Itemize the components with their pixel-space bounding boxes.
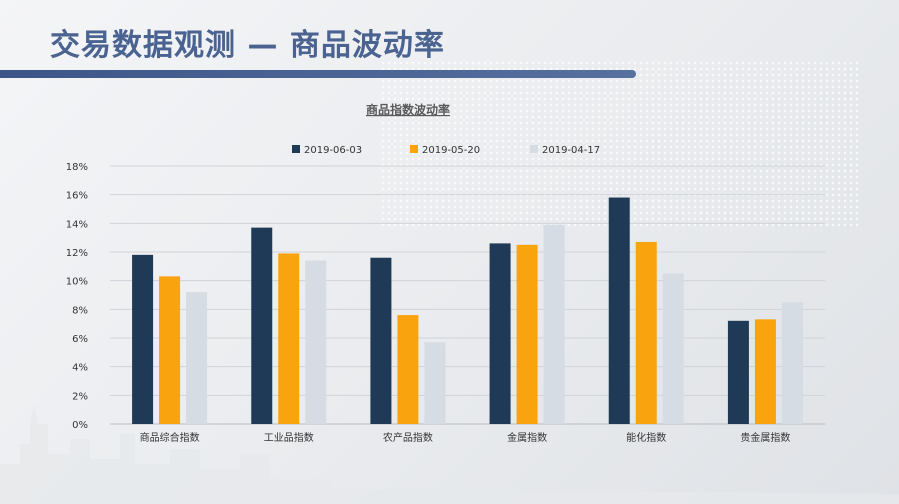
bar xyxy=(305,260,327,424)
title-underline-bar xyxy=(0,70,636,78)
x-tick-label: 能化指数 xyxy=(626,431,666,444)
x-tick-label: 金属指数 xyxy=(507,431,547,444)
y-axis-ticks: 0% 2% 4% 6% 8% 10% 12% 14% 16% 18% xyxy=(66,162,88,431)
legend-label: 2019-06-03 xyxy=(304,145,362,156)
bar xyxy=(516,244,538,424)
gridlines xyxy=(110,165,825,425)
bar xyxy=(662,273,684,424)
bar xyxy=(608,197,630,424)
bar xyxy=(159,276,181,424)
y-tick-label: 16% xyxy=(66,191,88,202)
y-tick-label: 2% xyxy=(72,391,88,402)
bar xyxy=(781,302,803,424)
bar xyxy=(278,253,300,424)
legend-swatch xyxy=(530,145,538,153)
legend-label: 2019-05-20 xyxy=(422,145,480,156)
bar xyxy=(543,224,565,424)
x-tick-label: 商品综合指数 xyxy=(140,431,200,444)
y-tick-label: 18% xyxy=(66,162,88,173)
y-tick-label: 10% xyxy=(66,277,88,288)
bar xyxy=(754,319,776,424)
bar xyxy=(370,257,392,424)
legend-label: 2019-04-17 xyxy=(542,145,600,156)
bars xyxy=(132,197,803,424)
y-tick-label: 0% xyxy=(72,420,88,431)
bar xyxy=(727,320,749,424)
y-tick-label: 4% xyxy=(72,363,88,374)
bar xyxy=(489,243,511,424)
y-tick-label: 14% xyxy=(66,219,88,230)
city-skyline-watermark xyxy=(0,404,899,504)
chart-title: 商品指数波动率 xyxy=(366,102,450,117)
legend-swatch xyxy=(410,145,418,153)
x-tick-label: 贵金属指数 xyxy=(740,431,790,444)
x-tick-label: 农产品指数 xyxy=(383,431,433,444)
legend-swatch xyxy=(292,145,300,153)
y-tick-label: 8% xyxy=(72,305,88,316)
bar xyxy=(397,315,419,424)
bar xyxy=(186,292,208,424)
y-tick-label: 6% xyxy=(72,334,88,345)
x-tick-label: 工业品指数 xyxy=(264,431,314,444)
legend: 2019-06-03 2019-05-20 2019-04-17 xyxy=(292,145,600,156)
bar xyxy=(251,227,273,424)
slide-title: 交易数据观测 — 商品波动率 xyxy=(50,28,445,63)
x-axis-labels: 商品综合指数 工业品指数 农产品指数 金属指数 能化指数 贵金属指数 xyxy=(140,431,791,444)
bar xyxy=(132,254,154,424)
y-tick-label: 12% xyxy=(66,248,88,259)
bar xyxy=(635,241,657,424)
bar xyxy=(424,342,446,424)
